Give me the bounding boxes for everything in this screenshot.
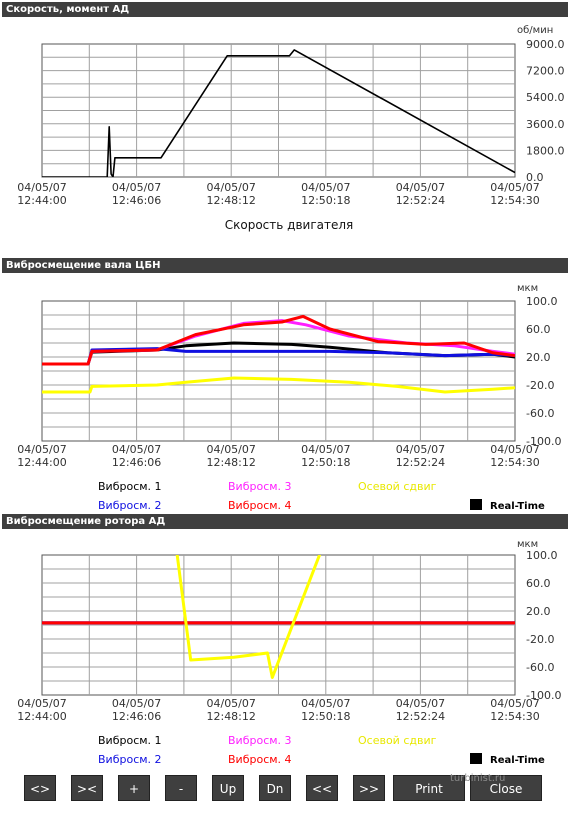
y-tick-label: -60.0 bbox=[526, 661, 554, 674]
x-tick-time: 12:52:24 bbox=[396, 456, 445, 469]
x-tick-time: 12:50:18 bbox=[301, 456, 350, 469]
y-unit-label: об/мин bbox=[517, 25, 553, 36]
x-tick-time: 12:46:06 bbox=[112, 456, 161, 469]
x-tick-time: 12:50:18 bbox=[301, 194, 350, 207]
x-tick-date: 04/05/07 bbox=[17, 443, 66, 456]
x-tick-date: 04/05/07 bbox=[112, 697, 161, 710]
legend-entry: Вибросм. 2 bbox=[98, 753, 162, 766]
rotor-vibration-chart: 100.0 60.0 20.0 -20.0 -60.0 -100.0 мкм 04/05/07… bbox=[17, 539, 561, 766]
panel-title: Вибросмещение вала ЦБН bbox=[2, 258, 568, 273]
y-tick-label: 20.0 bbox=[526, 605, 551, 618]
print-button[interactable]: Print bbox=[393, 775, 465, 801]
series-line-speed bbox=[42, 49, 515, 177]
x-axis-label: Скорость двигателя bbox=[225, 218, 354, 232]
x-tick-date: 04/05/07 bbox=[112, 181, 161, 194]
x-tick-date: 04/05/07 bbox=[396, 181, 445, 194]
y-tick-label: -100.0 bbox=[526, 689, 561, 702]
watermark: turbinist.ru bbox=[450, 773, 506, 784]
x-tick-time: 12:44:00 bbox=[17, 456, 66, 469]
x-tick-time: 12:46:06 bbox=[112, 194, 161, 207]
series-line-Вибросм.-4 bbox=[42, 314, 515, 366]
x-tick-time: 12:54:30 bbox=[490, 456, 539, 469]
x-tick-date: 04/05/07 bbox=[396, 443, 445, 456]
y-tick-label: 60.0 bbox=[526, 323, 551, 336]
x-tick-time: 12:50:18 bbox=[301, 710, 350, 723]
y-tick-label: 9000.0 bbox=[526, 38, 565, 51]
rotor-vibration-panel: Вибросмещение ротора АД 100.0 60.0 20.0 -20… bbox=[2, 514, 568, 768]
y-tick-label: 20.0 bbox=[526, 351, 551, 364]
toolbar: <> >< + - Up Dn << >> Print Close bbox=[0, 768, 570, 815]
realtime-indicator bbox=[470, 499, 482, 510]
y-tick-label: 5400.0 bbox=[526, 91, 565, 104]
x-tick-time: 12:44:00 bbox=[17, 710, 66, 723]
series-line-Осевой-сдвиг bbox=[42, 376, 515, 394]
x-tick-time: 12:46:06 bbox=[112, 710, 161, 723]
x-tick-date: 04/05/07 bbox=[206, 443, 255, 456]
shaft-vibration-panel: Вибросмещение вала ЦБН 100.0 60.0 20.0 -20.… bbox=[2, 258, 568, 511]
y-tick-label: 0.0 bbox=[526, 171, 544, 184]
legend-entry: Вибросм. 3 bbox=[228, 734, 292, 747]
y-tick-label: -60.0 bbox=[526, 407, 554, 420]
zoom-reset-button[interactable]: <> bbox=[24, 775, 56, 801]
plus-button[interactable]: + bbox=[118, 775, 150, 801]
legend-entry: Вибросм. 4 bbox=[228, 753, 292, 766]
y-tick-label: 3600.0 bbox=[526, 118, 565, 131]
x-tick-date: 04/05/07 bbox=[17, 181, 66, 194]
realtime-label: Real-Time bbox=[490, 501, 545, 511]
close-button[interactable]: Close bbox=[470, 775, 542, 801]
series-line-Осевой-сдвиг bbox=[175, 555, 322, 679]
realtime-label: Real-Time bbox=[490, 755, 545, 766]
x-tick-date: 04/05/07 bbox=[301, 443, 350, 456]
y-tick-label: -20.0 bbox=[526, 633, 554, 646]
y-tick-label: 1800.0 bbox=[526, 144, 565, 157]
speed-chart: 9000.0 7200.0 5400.0 3600.0 1800.0 0.0 об/мин 0… bbox=[17, 25, 565, 232]
shaft-vibration-chart: 100.0 60.0 20.0 -20.0 -60.0 -100.0 мкм 04/05/07… bbox=[17, 283, 561, 511]
legend-entry: Вибросм. 4 bbox=[228, 499, 292, 511]
y-tick-label: 100.0 bbox=[526, 295, 558, 308]
speed-panel: Скорость, момент АД 9000.0 7200.0 5400.0 36… bbox=[2, 2, 568, 255]
legend-entry: Вибросм. 1 bbox=[98, 480, 162, 493]
scroll-left-button[interactable]: << bbox=[306, 775, 338, 801]
x-tick-time: 12:44:00 bbox=[17, 194, 66, 207]
y-tick-label: -100.0 bbox=[526, 435, 561, 448]
zoom-in-button[interactable]: >< bbox=[71, 775, 103, 801]
x-tick-time: 12:48:12 bbox=[206, 710, 255, 723]
x-tick-time: 12:48:12 bbox=[206, 456, 255, 469]
y-unit-label: мкм bbox=[517, 539, 538, 550]
x-tick-time: 12:48:12 bbox=[206, 194, 255, 207]
x-tick-time: 12:52:24 bbox=[396, 710, 445, 723]
x-tick-time: 12:52:24 bbox=[396, 194, 445, 207]
legend-entry: Вибросм. 3 bbox=[228, 480, 292, 493]
x-tick-date: 04/05/07 bbox=[206, 181, 255, 194]
x-tick-date: 04/05/07 bbox=[490, 443, 539, 456]
panel-title: Вибросмещение ротора АД bbox=[2, 514, 568, 529]
x-tick-date: 04/05/07 bbox=[396, 697, 445, 710]
y-tick-label: -20.0 bbox=[526, 379, 554, 392]
y-unit-label: мкм bbox=[517, 283, 538, 294]
legend-entry: Вибросм. 2 bbox=[98, 499, 162, 511]
x-tick-date: 04/05/07 bbox=[17, 697, 66, 710]
up-button[interactable]: Up bbox=[212, 775, 244, 801]
x-tick-date: 04/05/07 bbox=[206, 697, 255, 710]
realtime-indicator bbox=[470, 753, 482, 764]
x-tick-date: 04/05/07 bbox=[112, 443, 161, 456]
legend-entry: Осевой сдвиг bbox=[358, 480, 437, 493]
minus-button[interactable]: - bbox=[165, 775, 197, 801]
x-tick-time: 12:54:30 bbox=[490, 710, 539, 723]
legend-entry: Осевой сдвиг bbox=[358, 734, 437, 747]
x-tick-date: 04/05/07 bbox=[490, 181, 539, 194]
panel-title: Скорость, момент АД bbox=[2, 2, 568, 17]
y-tick-label: 7200.0 bbox=[526, 65, 565, 78]
y-tick-label: 100.0 bbox=[526, 549, 558, 562]
down-button[interactable]: Dn bbox=[259, 775, 291, 801]
x-tick-time: 12:54:30 bbox=[490, 194, 539, 207]
x-tick-date: 04/05/07 bbox=[301, 181, 350, 194]
legend-entry: Вибросм. 1 bbox=[98, 734, 162, 747]
scroll-right-button[interactable]: >> bbox=[353, 775, 385, 801]
x-tick-date: 04/05/07 bbox=[301, 697, 350, 710]
x-tick-date: 04/05/07 bbox=[490, 697, 539, 710]
y-tick-label: 60.0 bbox=[526, 577, 551, 590]
